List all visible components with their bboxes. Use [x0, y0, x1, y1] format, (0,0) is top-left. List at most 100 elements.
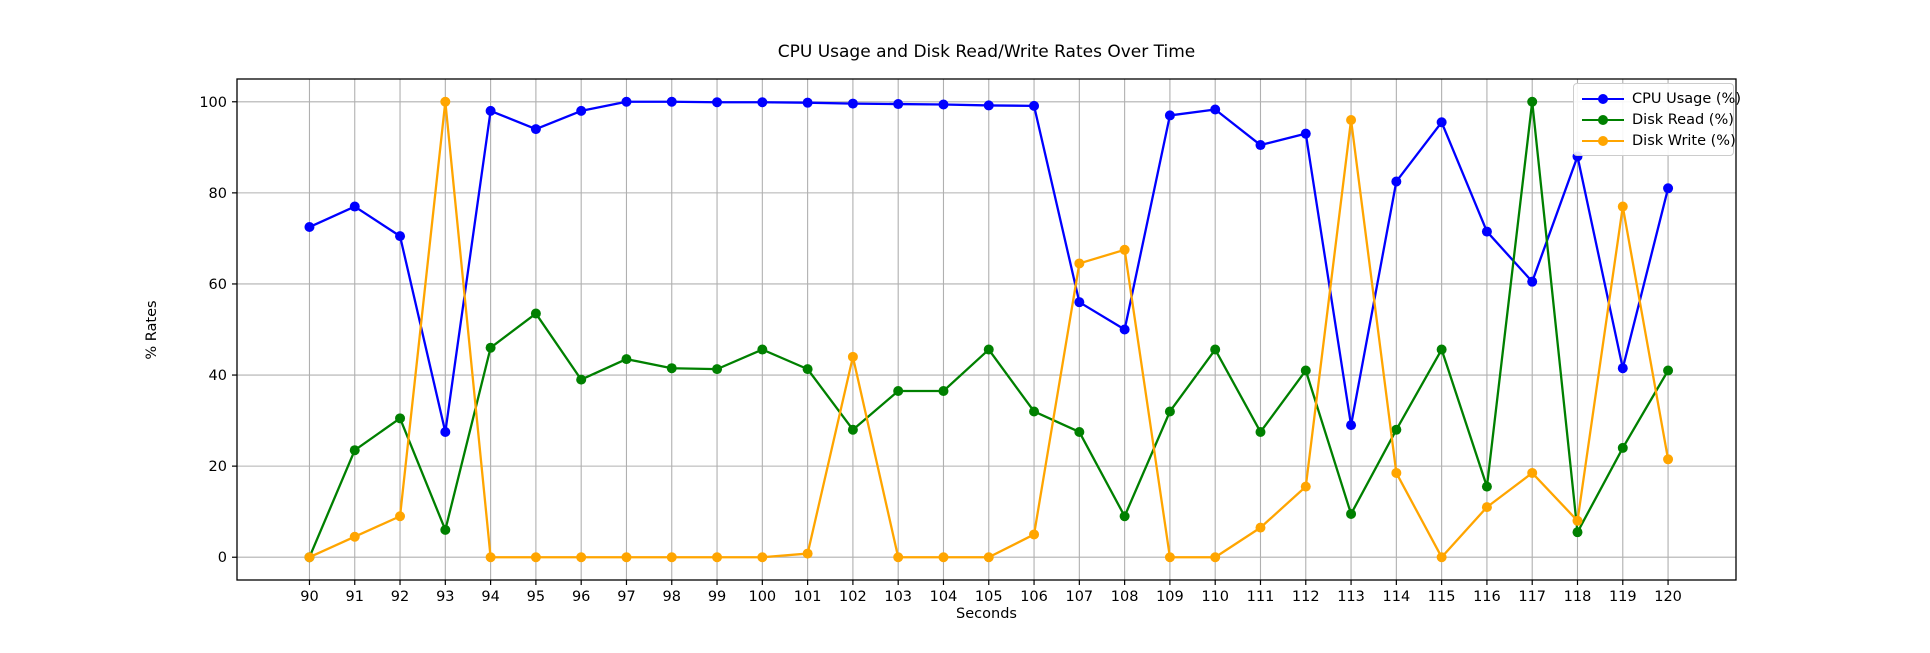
y-axis-label: % Rates: [144, 300, 160, 360]
data-point-series-2: [485, 552, 496, 563]
data-point-series-2: [576, 552, 587, 563]
data-point-series-0: [847, 98, 858, 109]
x-tick-label: 117: [1518, 589, 1546, 605]
x-tick-label: 100: [748, 589, 776, 605]
x-axis-label: Seconds: [956, 606, 1017, 622]
data-point-series-1: [1436, 344, 1447, 355]
y-tick-label: 40: [209, 368, 227, 384]
data-point-series-2: [1164, 552, 1175, 563]
x-tick-label: 115: [1428, 589, 1456, 605]
data-point-series-1: [1164, 406, 1175, 417]
legend-entry-cpu: CPU Usage (%): [1582, 88, 1741, 109]
y-tick-label: 20: [209, 459, 227, 475]
x-tick-label: 95: [527, 589, 545, 605]
data-point-series-0: [1481, 226, 1492, 237]
y-tick-label: 0: [218, 550, 227, 566]
data-point-series-0: [576, 105, 587, 116]
x-tick-label: 107: [1065, 589, 1093, 605]
legend-label-disk-write: Disk Write (%): [1632, 132, 1736, 149]
legend-marker-cpu-icon: [1582, 92, 1624, 106]
data-point-series-2: [1210, 552, 1221, 563]
data-point-series-2: [1255, 522, 1266, 533]
data-point-series-2: [349, 531, 360, 542]
x-tick-label: 111: [1247, 589, 1275, 605]
x-tick-label: 104: [930, 589, 958, 605]
data-point-series-0: [938, 99, 949, 110]
data-point-series-1: [1572, 527, 1583, 538]
legend-label-cpu: CPU Usage (%): [1632, 90, 1741, 107]
data-point-series-0: [1391, 176, 1402, 187]
x-tick-label: 112: [1292, 589, 1320, 605]
data-point-series-1: [1481, 481, 1492, 492]
y-tick-label: 100: [199, 95, 227, 111]
x-tick-label: 101: [794, 589, 822, 605]
data-point-series-0: [893, 99, 904, 110]
data-point-series-2: [757, 552, 768, 563]
data-point-series-1: [847, 424, 858, 435]
data-point-series-2: [440, 96, 451, 107]
data-point-series-1: [1074, 426, 1085, 437]
data-point-series-2: [395, 511, 406, 522]
x-tick-label: 120: [1654, 589, 1682, 605]
data-point-series-0: [1300, 128, 1311, 139]
data-point-series-0: [349, 201, 360, 212]
data-point-series-2: [1029, 529, 1040, 540]
data-point-series-0: [621, 96, 632, 107]
data-point-series-0: [440, 426, 451, 437]
data-point-series-0: [1663, 183, 1674, 194]
data-point-series-2: [847, 351, 858, 362]
data-point-series-0: [666, 96, 677, 107]
data-point-series-0: [530, 124, 541, 135]
data-point-series-2: [304, 552, 315, 563]
data-point-series-1: [712, 364, 723, 375]
axes-border: [236, 78, 1737, 581]
x-tick-label: 119: [1609, 589, 1637, 605]
data-point-series-0: [1346, 420, 1357, 431]
data-point-series-2: [1074, 258, 1085, 269]
data-point-series-2: [1527, 467, 1538, 478]
data-point-series-2: [938, 552, 949, 563]
data-point-series-2: [621, 552, 632, 563]
data-point-series-1: [983, 344, 994, 355]
data-point-series-1: [893, 385, 904, 396]
data-point-series-1: [395, 413, 406, 424]
x-tick-label: 91: [346, 589, 364, 605]
x-tick-label: 98: [663, 589, 681, 605]
legend-marker-disk-write-icon: [1582, 134, 1624, 148]
legend: CPU Usage (%) Disk Read (%) Disk Write (…: [1573, 83, 1741, 156]
data-point-series-1: [1210, 344, 1221, 355]
x-tick-label: 109: [1156, 589, 1184, 605]
data-point-series-2: [1617, 201, 1628, 212]
data-point-series-2: [1300, 481, 1311, 492]
x-tick-label: 94: [481, 589, 499, 605]
data-point-series-0: [485, 105, 496, 116]
data-point-series-1: [1119, 511, 1130, 522]
x-tick-label: 110: [1201, 589, 1229, 605]
data-point-series-0: [802, 97, 813, 108]
x-tick-label: 105: [975, 589, 1003, 605]
data-point-series-2: [1119, 244, 1130, 255]
data-point-series-1: [1617, 442, 1628, 453]
x-tick-label: 118: [1564, 589, 1592, 605]
data-point-series-1: [1255, 426, 1266, 437]
x-tick-label: 90: [300, 589, 318, 605]
x-tick-label: 103: [884, 589, 912, 605]
data-point-series-2: [530, 552, 541, 563]
data-point-series-0: [1029, 100, 1040, 111]
data-point-series-0: [757, 97, 768, 108]
x-tick-label: 99: [708, 589, 726, 605]
legend-entry-disk-write: Disk Write (%): [1582, 130, 1736, 151]
data-point-series-1: [757, 344, 768, 355]
data-point-series-2: [802, 548, 813, 559]
chart-title: CPU Usage and Disk Read/Write Rates Over…: [777, 42, 1196, 62]
data-point-series-1: [1300, 365, 1311, 376]
legend-label-disk-read: Disk Read (%): [1632, 111, 1734, 128]
x-tick-label: 102: [839, 589, 867, 605]
data-point-series-1: [802, 364, 813, 375]
x-tick-label: 92: [391, 589, 409, 605]
data-point-series-1: [621, 354, 632, 365]
data-point-series-0: [1436, 117, 1447, 128]
data-point-series-0: [712, 97, 723, 108]
